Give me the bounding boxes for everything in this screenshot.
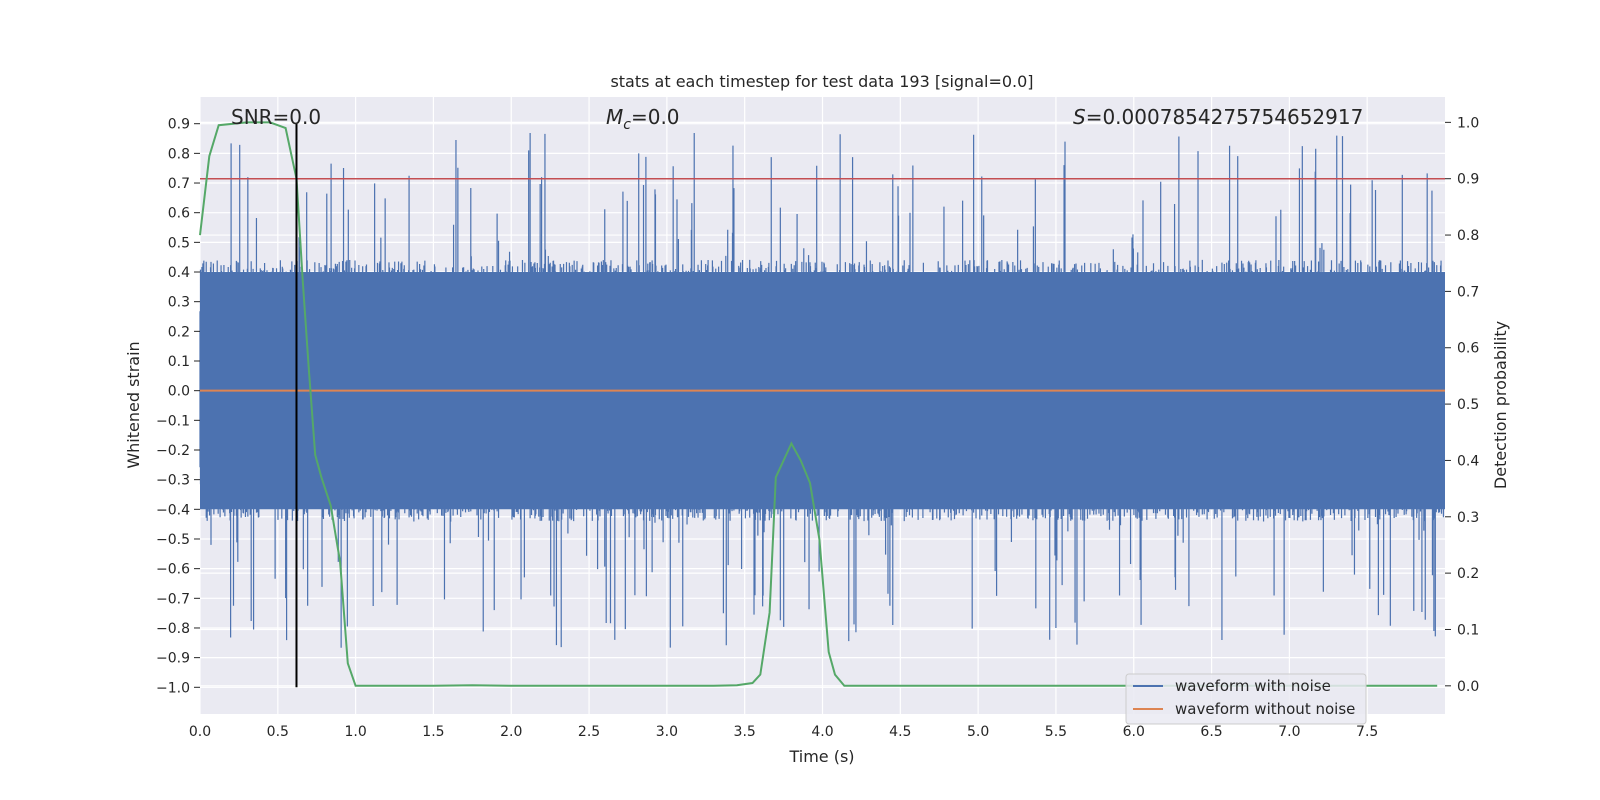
y2-tick-label: 0.7 — [1457, 284, 1479, 300]
y-tick-label: −0.9 — [156, 651, 190, 667]
detection-probability-series — [199, 121, 1438, 687]
x-tick-label: 3.5 — [734, 724, 756, 740]
x-tick-label: 6.5 — [1200, 724, 1222, 740]
y-tick-label: −1.0 — [156, 680, 190, 696]
y2-tick-label: 0.0 — [1457, 679, 1479, 695]
x-tick-label: 5.5 — [1045, 724, 1067, 740]
s-symbol: S — [1073, 105, 1086, 129]
mc-value: =0.0 — [631, 105, 680, 129]
x-tick-label: 1.5 — [422, 724, 444, 740]
y2-axis-label: Detection probability — [1491, 321, 1510, 489]
y2-ticks: 1.0 0.9 0.8 0.7 0.6 0.5 0.4 0.3 0.2 0.1 0.0 — [1445, 115, 1479, 695]
y2-tick-label: 1.0 — [1457, 115, 1479, 131]
x-tick-label: 4.5 — [889, 724, 911, 740]
y-tick-label: 0.2 — [168, 324, 190, 340]
y2-tick-label: 0.4 — [1457, 453, 1479, 469]
mc-subscript: c — [623, 117, 631, 133]
y-tick-label: 0.4 — [168, 265, 190, 281]
chirp-mass-annotation: Mc=0.0 — [606, 105, 680, 133]
x-tick-label: 6.0 — [1123, 724, 1145, 740]
y-tick-label: 0.6 — [168, 206, 190, 222]
y2-tick-label: 0.1 — [1457, 622, 1479, 638]
x-tick-label: 5.0 — [967, 724, 989, 740]
x-tick-label: 7.0 — [1278, 724, 1300, 740]
y-tick-label: 0.8 — [168, 146, 190, 162]
y2-tick-label: 0.3 — [1457, 510, 1479, 526]
x-tick-label: 1.0 — [344, 724, 366, 740]
y2-tick-label: 0.9 — [1457, 172, 1479, 188]
y2-tick-label: 0.5 — [1457, 397, 1479, 413]
legend-label-clean: waveform without noise — [1175, 700, 1355, 718]
chart-title: stats at each timestep for test data 193… — [610, 72, 1033, 91]
y-tick-label: 0.3 — [168, 295, 190, 311]
x-ticks: 0.0 0.5 1.0 1.5 2.0 2.5 3.0 3.5 4.0 4.5 5.0 5.5 6.0 6… — [189, 724, 1378, 740]
y-tick-label: 0.0 — [168, 384, 190, 400]
y-tick-label: 0.7 — [168, 176, 190, 192]
y-tick-label: −0.1 — [156, 413, 190, 429]
y2-tick-label: 0.2 — [1457, 566, 1479, 582]
s-annotation: S=0.0007854275754652917 — [1073, 105, 1363, 129]
y-tick-label: −0.5 — [156, 532, 190, 548]
x-tick-label: 3.0 — [656, 724, 678, 740]
detection-probability-line — [199, 121, 1438, 687]
x-tick-label: 0.5 — [267, 724, 289, 740]
x-tick-label: 0.0 — [189, 724, 211, 740]
legend-label-noise: waveform with noise — [1175, 677, 1331, 695]
y-tick-label: 0.9 — [168, 117, 190, 133]
y-tick-label: −0.4 — [156, 502, 190, 518]
y-ticks: 0.9 0.8 0.7 0.6 0.5 0.4 0.3 0.2 0.1 0.0 −0.1 −0.2 −0… — [156, 117, 200, 696]
x-tick-label: 2.0 — [500, 724, 522, 740]
x-axis-label: Time (s) — [788, 747, 854, 766]
y-tick-label: −0.2 — [156, 443, 190, 459]
x-tick-label: 2.5 — [578, 724, 600, 740]
mc-symbol: M — [606, 105, 623, 129]
y-tick-label: −0.3 — [156, 473, 190, 489]
legend-box — [1125, 673, 1367, 725]
y-tick-label: −0.6 — [156, 562, 190, 578]
legend: waveform with noise waveform without noi… — [1125, 673, 1367, 725]
x-tick-label: 7.5 — [1356, 724, 1378, 740]
y2-tick-label: 0.6 — [1457, 341, 1479, 357]
x-tick-label: 4.0 — [811, 724, 833, 740]
snr-annotation: SNR=0.0 — [231, 105, 321, 129]
y2-tick-label: 0.8 — [1457, 228, 1479, 244]
s-value: =0.0007854275754652917 — [1086, 105, 1364, 129]
y-tick-label: −0.8 — [156, 621, 190, 637]
y-tick-label: 0.1 — [168, 354, 190, 370]
y-tick-label: 0.5 — [168, 235, 190, 251]
y-tick-label: −0.7 — [156, 591, 190, 607]
y-axis-label: Whitened strain — [124, 341, 143, 468]
